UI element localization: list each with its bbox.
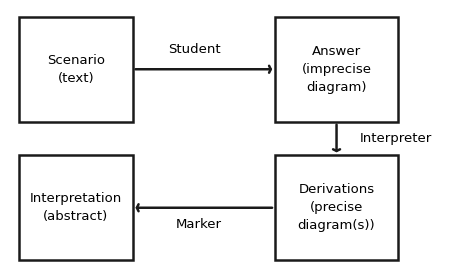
Text: Student: Student <box>168 43 221 56</box>
Bar <box>275 155 398 260</box>
Text: Scenario
(text): Scenario (text) <box>47 54 105 85</box>
Text: Interpreter: Interpreter <box>360 132 432 145</box>
Text: Derivations
(precise
diagram(s)): Derivations (precise diagram(s)) <box>298 183 375 232</box>
Text: Answer
(imprecise
diagram): Answer (imprecise diagram) <box>301 45 372 94</box>
Bar <box>275 17 398 122</box>
Bar <box>19 155 133 260</box>
Text: Marker: Marker <box>176 218 222 231</box>
Bar <box>19 17 133 122</box>
Text: Interpretation
(abstract): Interpretation (abstract) <box>30 192 122 223</box>
